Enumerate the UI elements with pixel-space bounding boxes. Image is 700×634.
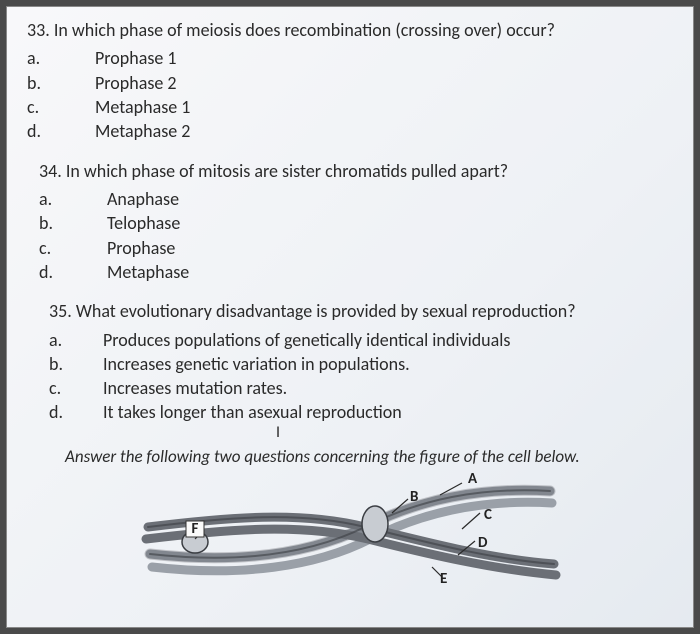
option-text: Prophase 2 — [95, 71, 177, 95]
option-text: Metaphase 2 — [95, 119, 190, 143]
option-gap — [59, 71, 95, 95]
question-35: 35. What evolutionary disadvantage is pr… — [27, 300, 673, 442]
question-33: 33. In which phase of meiosis does recom… — [27, 19, 673, 144]
option-text: Prophase — [107, 236, 175, 260]
question-number: 35. — [49, 300, 72, 322]
option-row: c. Increases mutation rates. — [49, 376, 673, 400]
option-text: Prophase 1 — [95, 46, 177, 70]
option-gap — [81, 352, 103, 376]
question-text: In which phase of meiosis does recombina… — [54, 19, 555, 41]
option-gap — [71, 236, 107, 260]
option-letter: d. — [49, 400, 81, 424]
option-gap — [71, 187, 107, 211]
figure-label-e: E — [440, 570, 447, 584]
figure-label-d: D — [478, 534, 488, 552]
option-text: Anaphase — [107, 187, 179, 211]
figure-label-c: C — [484, 506, 492, 524]
option-text: It takes longer than asexual reproductio… — [103, 400, 402, 424]
option-gap — [59, 119, 95, 143]
option-gap — [59, 95, 95, 119]
option-text: Metaphase — [107, 260, 189, 284]
option-text: Telophase — [107, 211, 180, 235]
question-text: What evolutionary disadvantage is provid… — [76, 300, 576, 322]
option-letter: a. — [49, 328, 81, 352]
option-row: b. Increases genetic variation in popula… — [49, 352, 673, 376]
options-list: a. Anaphase b. Telophase c. Prophase d. … — [39, 187, 673, 284]
cell-figure: F A B C D E — [27, 469, 673, 584]
option-gap — [71, 211, 107, 235]
question-number: 34. — [39, 160, 62, 182]
option-row: d. Metaphase — [39, 260, 673, 284]
question-34: 34. In which phase of mitosis are sister… — [27, 160, 673, 285]
option-letter: b. — [49, 352, 81, 376]
option-gap — [81, 328, 103, 352]
option-row: c. Metaphase 1 — [27, 95, 673, 119]
option-gap — [81, 400, 103, 424]
text-cursor-icon: I — [269, 423, 289, 442]
option-row: a. Produces populations of genetically i… — [49, 328, 673, 352]
option-row: d. Metaphase 2 — [27, 119, 673, 143]
document-page: 33. In which phase of meiosis does recom… — [6, 6, 694, 628]
options-list: a. Produces populations of genetically i… — [49, 328, 673, 425]
question-stem: 33. In which phase of meiosis does recom… — [27, 19, 673, 42]
question-stem: 35. What evolutionary disadvantage is pr… — [49, 300, 673, 323]
option-letter: a. — [27, 46, 59, 70]
option-letter: c. — [49, 376, 81, 400]
option-text: Metaphase 1 — [95, 95, 190, 119]
option-text: Increases genetic variation in populatio… — [103, 352, 410, 376]
option-row: a. Anaphase — [39, 187, 673, 211]
option-letter: b. — [39, 211, 71, 235]
option-text: Produces populations of genetically iden… — [103, 328, 510, 352]
option-row: d. It takes longer than asexual reproduc… — [49, 400, 673, 424]
figure-label-a: A — [468, 470, 478, 488]
option-text: Increases mutation rates. — [103, 376, 287, 400]
option-letter: c. — [27, 95, 59, 119]
option-letter: a. — [39, 187, 71, 211]
option-letter: d. — [27, 119, 59, 143]
option-letter: c. — [39, 236, 71, 260]
option-gap — [81, 376, 103, 400]
question-number: 33. — [27, 19, 50, 41]
figure-label-b: B — [410, 488, 418, 506]
figure-instruction: Answer the following two questions conce… — [27, 446, 673, 467]
options-list: a. Prophase 1 b. Prophase 2 c. Metaphase… — [27, 46, 673, 143]
option-letter: d. — [39, 260, 71, 284]
option-letter: b. — [27, 71, 59, 95]
question-text: In which phase of mitosis are sister chr… — [66, 160, 508, 182]
option-gap — [71, 260, 107, 284]
option-row: b. Prophase 2 — [27, 71, 673, 95]
option-row: c. Prophase — [39, 236, 673, 260]
chromosome-diagram-icon: F A B C D E — [120, 469, 580, 584]
question-stem: 34. In which phase of mitosis are sister… — [39, 160, 673, 183]
option-row: b. Telophase — [39, 211, 673, 235]
figure-label-f: F — [192, 520, 199, 538]
option-gap — [59, 46, 95, 70]
option-row: a. Prophase 1 — [27, 46, 673, 70]
